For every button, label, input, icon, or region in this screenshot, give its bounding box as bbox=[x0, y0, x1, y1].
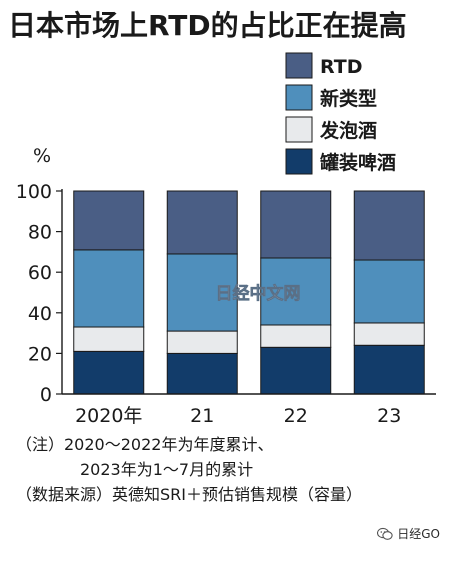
legend-label: 新类型 bbox=[320, 87, 377, 110]
wechat-icon bbox=[377, 527, 393, 541]
bar-segment bbox=[73, 326, 145, 352]
legend-swatch bbox=[285, 52, 313, 79]
bar-segment bbox=[166, 352, 238, 395]
legend-label: RTD bbox=[320, 56, 363, 78]
x-tick-label: 2020年 bbox=[75, 405, 142, 427]
watermark-text: 日经中文网 bbox=[216, 283, 301, 304]
bar-segment bbox=[166, 190, 238, 255]
note-line-2: 2023年为1～7月的累计 bbox=[80, 460, 254, 479]
stacked-bar-chart: % 0 20 40 60 80 100 2020年 21 22 23 RTD 新类型发泡酒罐装啤酒日经中… bbox=[16, 52, 436, 427]
bar-segment bbox=[166, 253, 238, 332]
chart-title: 日本市场上RTD的占比正在提高 bbox=[8, 9, 407, 42]
y-tick-label: 40 bbox=[28, 303, 52, 325]
bar-segment bbox=[353, 344, 425, 395]
chart-area: % 0 20 40 60 80 100 2020年 21 22 23 RTD 新类型发泡酒罐装啤酒日经中… bbox=[16, 52, 436, 427]
y-axis-unit: % bbox=[33, 145, 51, 167]
bar-segment bbox=[260, 324, 332, 348]
bar-segment bbox=[353, 322, 425, 346]
y-tick-label: 20 bbox=[28, 343, 52, 365]
x-tick-label: 23 bbox=[377, 405, 401, 427]
bar-segment bbox=[73, 249, 145, 328]
legend-swatch bbox=[285, 116, 313, 143]
bar-segment bbox=[260, 190, 332, 259]
y-tick-label: 100 bbox=[16, 181, 52, 203]
note-line-1: （注）2020～2022年为年度累计、 bbox=[16, 435, 274, 454]
legend-swatch bbox=[285, 84, 313, 111]
bar-segment bbox=[260, 346, 332, 395]
y-tick-label: 60 bbox=[28, 262, 52, 284]
legend-swatch bbox=[285, 148, 313, 175]
bar-segment bbox=[260, 257, 332, 326]
legend-label: 罐装啤酒 bbox=[319, 151, 396, 174]
bar-segment bbox=[73, 350, 145, 395]
y-tick-label: 0 bbox=[40, 384, 52, 406]
legend-label: 发泡酒 bbox=[319, 119, 377, 142]
bar-segment bbox=[166, 330, 238, 354]
bar-segment bbox=[353, 259, 425, 324]
account-name: 日经GO bbox=[397, 527, 440, 541]
x-tick-label: 21 bbox=[190, 405, 214, 427]
chart-notes: （注）2020～2022年为年度累计、 2023年为1～7月的累计 （数据来源）… bbox=[16, 432, 446, 507]
bar-segment bbox=[73, 190, 145, 251]
source-line: （数据来源）英德知SRI＋预估销售规模（容量） bbox=[16, 485, 362, 504]
account-badge: 日经GO bbox=[377, 525, 440, 542]
bar-segment bbox=[353, 190, 425, 261]
y-tick-label: 80 bbox=[28, 222, 52, 244]
x-tick-label: 22 bbox=[284, 405, 308, 427]
